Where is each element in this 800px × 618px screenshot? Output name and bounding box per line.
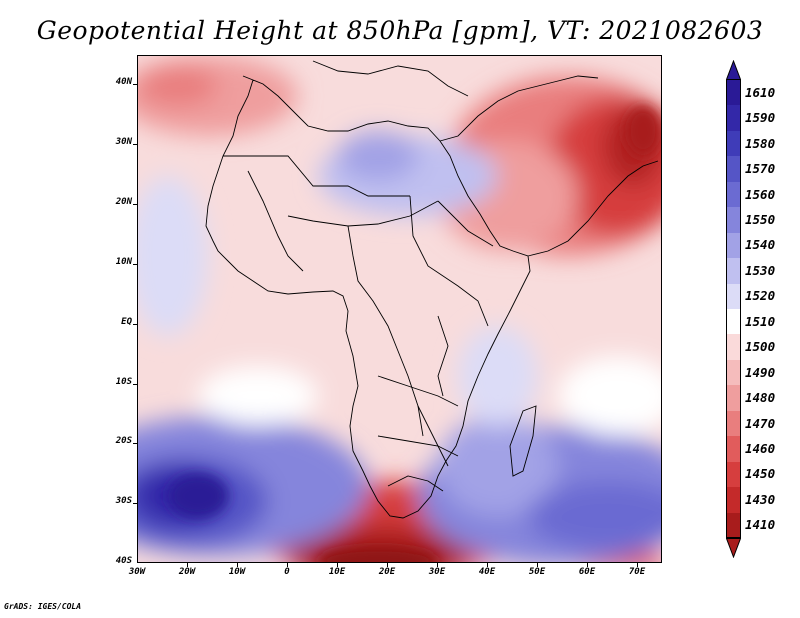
colorbar-segment — [726, 436, 741, 463]
lat-label: 30S — [115, 496, 132, 506]
colorbar-segment — [726, 410, 741, 437]
colorbar-label: 1580 — [745, 135, 776, 151]
lat-label: 20N — [115, 197, 132, 207]
lat-tick — [133, 264, 137, 265]
colorbar-label: 1430 — [745, 491, 776, 507]
lon-tick — [587, 563, 588, 567]
colorbar-label: 1480 — [745, 390, 776, 406]
lat-label: 30N — [115, 137, 132, 147]
height-field — [138, 56, 661, 562]
lon-label: 40E — [478, 567, 496, 577]
lat-tick — [133, 144, 137, 145]
colorbar-label: 1490 — [745, 364, 776, 380]
lon-tick — [537, 563, 538, 567]
colorbar-label: 1410 — [745, 517, 776, 533]
coastlines — [205, 60, 659, 519]
colorbar-label: 1570 — [745, 161, 776, 177]
lon-tick — [487, 563, 488, 567]
lon-label: 0 — [284, 567, 290, 577]
lon-tick — [437, 563, 438, 567]
lat-label: EQ — [121, 317, 132, 327]
lon-label: 10E — [328, 567, 346, 577]
colorbar-label: 1530 — [745, 262, 776, 278]
colorbar-segment — [726, 105, 741, 132]
colorbar-segment — [726, 80, 741, 106]
colorbar-segment — [726, 207, 741, 234]
lat-tick — [133, 324, 137, 325]
lat-tick — [133, 503, 137, 504]
plot-title: Geopotential Height at 850hPa [gpm], VT:… — [36, 16, 764, 45]
lon-label: 20E — [378, 567, 396, 577]
lon-label: 30E — [428, 567, 446, 577]
lon-tick — [237, 563, 238, 567]
lat-label: 40N — [115, 77, 132, 87]
colorbar-label: 1560 — [745, 186, 776, 202]
colorbar-label: 1610 — [745, 84, 776, 100]
lon-label: 70E — [628, 567, 646, 577]
lon-label: 30W — [128, 567, 146, 577]
lon-tick — [337, 563, 338, 567]
colorbar-segment — [726, 309, 741, 335]
colorbar-label: 1540 — [745, 237, 776, 253]
colorbar-segment — [726, 385, 741, 412]
colorbar-label: 1520 — [745, 288, 776, 304]
lat-tick — [133, 204, 137, 205]
lat-label: 10N — [115, 257, 132, 267]
colorbar-label: 1510 — [745, 313, 776, 329]
colorbar-segment — [726, 181, 741, 208]
colorbar-label: 1450 — [745, 466, 776, 482]
lat-tick — [133, 84, 137, 85]
colorbar-label: 1550 — [745, 211, 776, 227]
lon-tick — [387, 563, 388, 567]
colorbar-segment — [726, 258, 741, 285]
footer-credit: GrADS: IGES/COLA — [4, 602, 82, 611]
lat-label: 20S — [115, 436, 132, 446]
height-field-detail — [168, 106, 661, 562]
lon-label: 20W — [178, 567, 196, 577]
lon-label: 10W — [228, 567, 246, 577]
colorbar-segment — [726, 359, 741, 386]
map-svg — [138, 56, 661, 562]
colorbar-label: 1590 — [745, 110, 776, 126]
colorbar-segment — [726, 334, 741, 361]
colorbar-bottom-arrow — [726, 538, 741, 558]
lon-label: 50E — [528, 567, 546, 577]
lon-tick — [287, 563, 288, 567]
lon-tick — [187, 563, 188, 567]
colorbar-label: 1460 — [745, 440, 776, 456]
colorbar-segment — [726, 512, 741, 539]
lon-label: 60E — [578, 567, 596, 577]
lat-label: 40S — [115, 556, 132, 566]
colorbar-segment — [726, 156, 741, 183]
colorbar-segment — [726, 487, 741, 514]
colorbar-segment — [726, 283, 741, 310]
lon-tick — [637, 563, 638, 567]
colorbar-top-arrow — [726, 60, 741, 80]
colorbar-label: 1470 — [745, 415, 776, 431]
colorbar-label: 1500 — [745, 339, 776, 355]
colorbar-segment — [726, 232, 741, 259]
map-panel — [137, 55, 662, 563]
colorbar-segment — [726, 130, 741, 157]
colorbar-segment — [726, 461, 741, 488]
lat-tick — [133, 443, 137, 444]
lat-label: 10S — [115, 377, 132, 387]
lat-tick — [133, 384, 137, 385]
